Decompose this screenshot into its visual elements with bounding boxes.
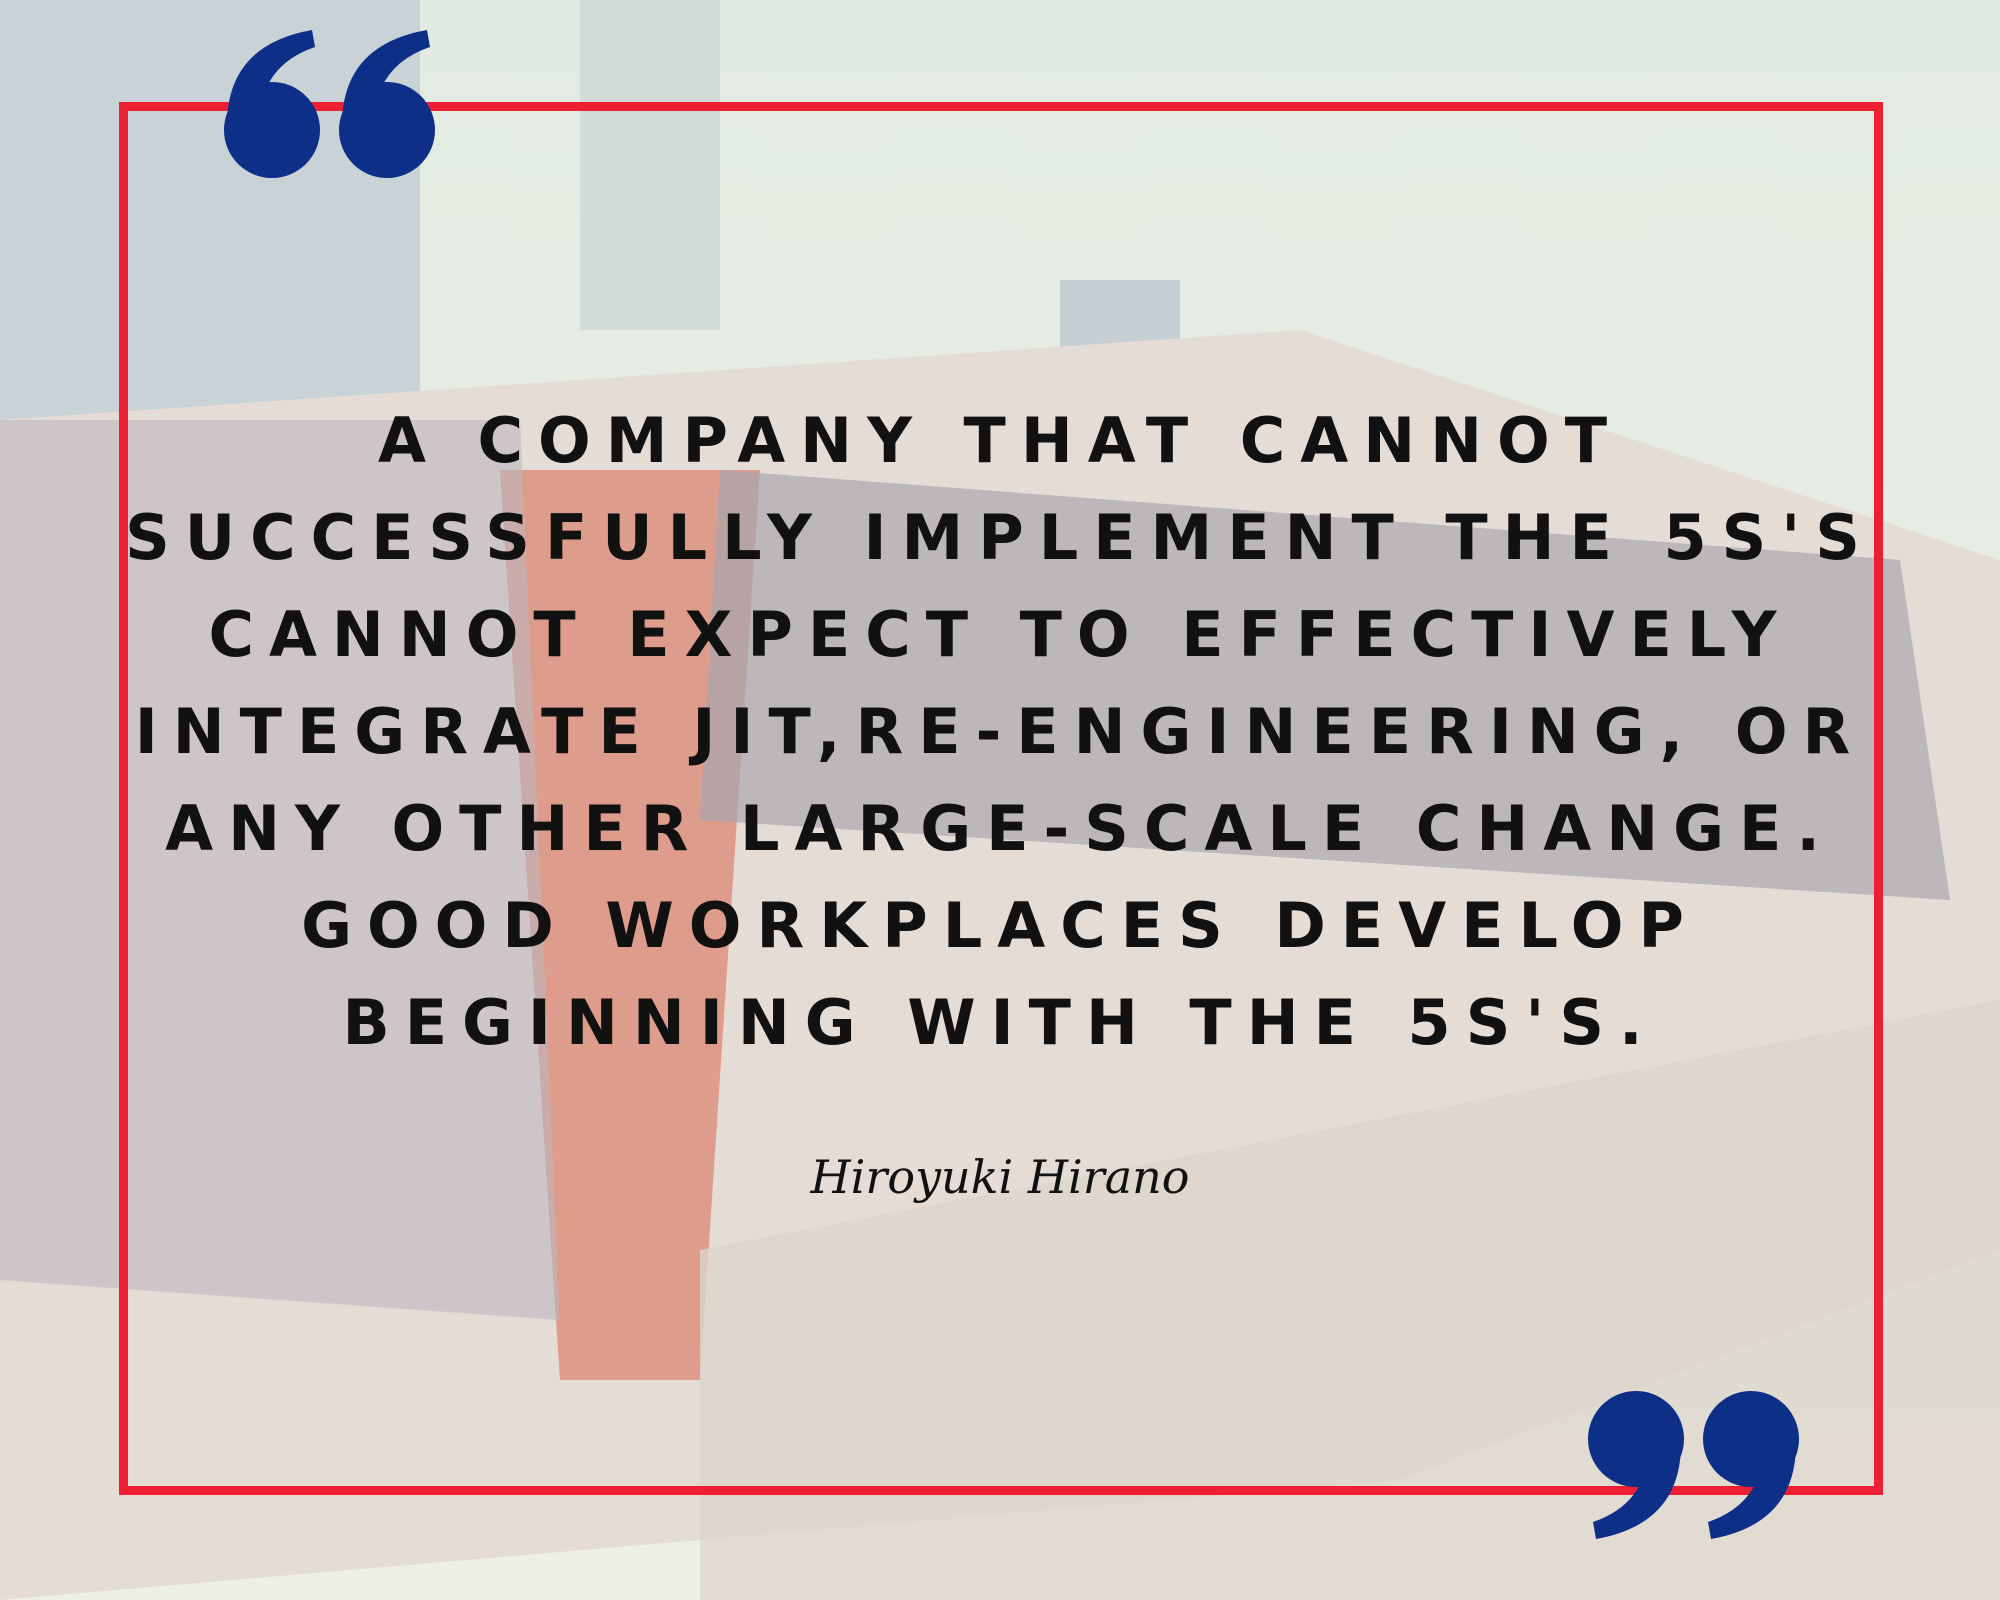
open-quote-mark (224, 30, 435, 178)
quote-line: CANNOT EXPECT TO EFFECTIVELY (208, 598, 1792, 671)
quote-line: A COMPANY THAT CANNOT (377, 404, 1623, 477)
close-quote-mark (1588, 1391, 1799, 1539)
quote-line: INTEGRATE JIT,RE-ENGINEERING, OR (134, 695, 1866, 768)
quote-line: SUCCESSFULLY IMPLEMENT THE 5S'S (125, 501, 1875, 574)
quote-line: GOOD WORKPLACES DEVELOP (301, 889, 1699, 962)
quote-line: BEGINNING WITH THE 5S'S. (342, 986, 1658, 1059)
quote-author: Hiroyuki Hirano (810, 1150, 1190, 1204)
quote-frame (119, 102, 1883, 1495)
quote-text: A COMPANY THAT CANNOT SUCCESSFULLY IMPLEM… (0, 392, 2000, 1071)
quote-line: ANY OTHER LARGE-SCALE CHANGE. (165, 792, 1835, 865)
